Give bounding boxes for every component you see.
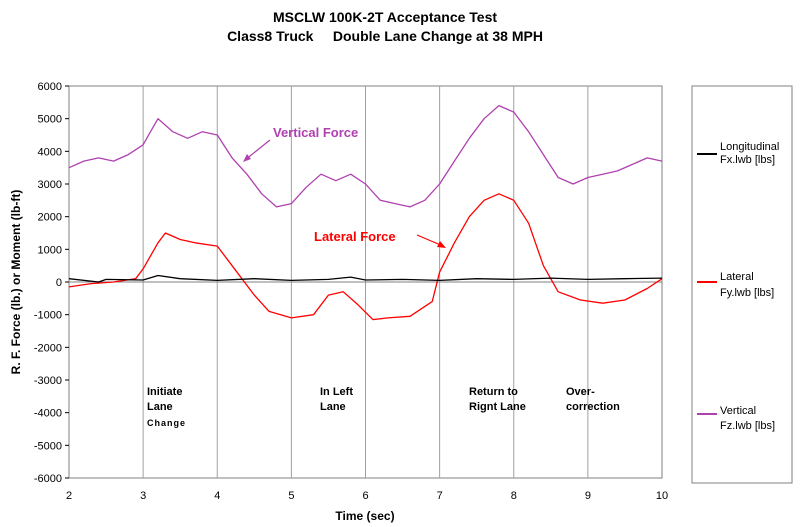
x-tick-label: 2 xyxy=(66,490,72,502)
series-line-lateral xyxy=(68,193,663,321)
y-axis-title: R. F. Force (lb.) or Moment (lb-ft) xyxy=(9,190,23,375)
lateral-force-arrowhead xyxy=(437,241,446,248)
y-tick-label: 3000 xyxy=(38,179,62,191)
vertical-force-arrow xyxy=(244,139,271,161)
annotation-left-lane: In Left xyxy=(320,386,353,398)
y-tick-label: 6000 xyxy=(38,81,62,93)
annotation-return: Return to xyxy=(469,386,518,398)
x-tick-label: 6 xyxy=(362,490,368,502)
x-tick-label: 7 xyxy=(437,490,443,502)
annotation-overcorrection: Over- xyxy=(566,386,595,398)
legend-label-vertical: Fz.lwb [lbs] xyxy=(720,420,775,432)
series-line-longitudinal xyxy=(68,274,663,283)
x-tick-label: 5 xyxy=(288,490,294,502)
y-tick-label: -2000 xyxy=(34,342,62,354)
x-tick-labels: 2 3 4 5 6 7 8 9 10 xyxy=(66,490,668,502)
y-tick-label: -4000 xyxy=(34,408,62,420)
y-tick-label: -5000 xyxy=(34,440,62,452)
annotation-left-lane: Lane xyxy=(320,401,346,413)
x-tick-label: 9 xyxy=(585,490,591,502)
legend-label-vertical: Vertical xyxy=(720,405,756,417)
chart-subtitle: Class8 Truck Double Lane Change at 38 MP… xyxy=(227,28,543,44)
x-tick-label: 8 xyxy=(511,490,517,502)
legend-label-lateral: Lateral xyxy=(720,271,754,283)
gridlines xyxy=(69,86,662,478)
y-tick-label: -3000 xyxy=(34,375,62,387)
series-line-vertical xyxy=(68,104,663,208)
y-tick-label: 5000 xyxy=(38,114,62,126)
x-tick-label: 10 xyxy=(656,490,668,502)
legend-label-lateral: Fy.lwb [lbs] xyxy=(720,287,774,299)
y-tick-label: 4000 xyxy=(38,146,62,158)
annotation-initiate: Lane xyxy=(147,401,173,413)
y-tick-label: 0 xyxy=(56,277,62,289)
lateral-force-label: Lateral Force xyxy=(314,229,396,244)
y-tick-label: -1000 xyxy=(34,310,62,322)
series-lines xyxy=(68,104,663,321)
y-tick-label: -6000 xyxy=(34,473,62,485)
x-axis-title: Time (sec) xyxy=(335,509,394,523)
annotation-initiate: Change xyxy=(147,418,186,428)
annotation-initiate: Initiate xyxy=(147,386,182,398)
x-tick-label: 3 xyxy=(140,490,146,502)
x-tick-label: 4 xyxy=(214,490,220,502)
annotation-overcorrection: correction xyxy=(566,401,620,413)
y-tick-label: 1000 xyxy=(38,244,62,256)
legend-label-longitudinal: Fx.lwb [lbs] xyxy=(720,154,775,166)
legend-label-longitudinal: Longitudinal xyxy=(720,141,779,153)
annotation-return: Rignt Lane xyxy=(469,401,526,413)
legend-box xyxy=(691,85,793,484)
y-tick-labels: 6000 5000 4000 3000 2000 1000 0 -1000 -2000 -3000… xyxy=(34,81,69,485)
y-tick-label: 2000 xyxy=(38,212,62,224)
chart-title: MSCLW 100K-2T Acceptance Test xyxy=(273,9,497,25)
vertical-force-arrowhead xyxy=(243,154,251,162)
vertical-force-label: Vertical Force xyxy=(273,125,358,140)
